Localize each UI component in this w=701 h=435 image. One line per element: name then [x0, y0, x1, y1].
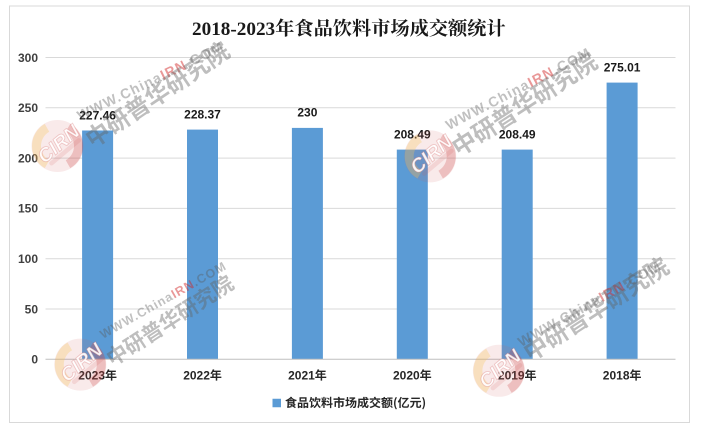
- svg-text:228.37: 228.37: [184, 107, 221, 121]
- svg-text:2020: 2020: [393, 369, 420, 383]
- svg-text:50: 50: [25, 302, 39, 316]
- svg-text:2022: 2022: [183, 369, 210, 383]
- svg-text:2018-2023: 2018-2023: [192, 19, 275, 40]
- svg-text:230: 230: [297, 106, 317, 120]
- svg-text:250: 250: [18, 101, 38, 115]
- svg-text:208.49: 208.49: [499, 127, 536, 141]
- svg-text:2021: 2021: [288, 369, 315, 383]
- svg-text:0: 0: [31, 353, 38, 367]
- svg-text:300: 300: [18, 51, 38, 65]
- svg-text:275.01: 275.01: [604, 60, 641, 74]
- svg-text:2018: 2018: [603, 369, 630, 383]
- svg-text:100: 100: [18, 252, 38, 266]
- svg-text:150: 150: [18, 202, 38, 216]
